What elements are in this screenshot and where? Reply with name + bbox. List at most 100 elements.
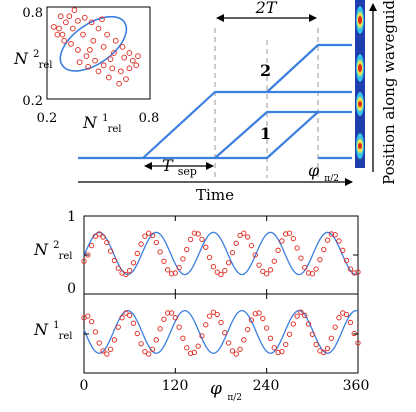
inset-point xyxy=(61,37,68,44)
inset-point xyxy=(105,74,112,81)
bottom-point xyxy=(85,313,91,319)
bottom-point xyxy=(153,337,159,343)
inset-point xyxy=(104,31,110,38)
bottom-point xyxy=(222,330,228,336)
inset-marks xyxy=(51,7,141,87)
top-point xyxy=(275,247,281,253)
label-2T: 2T xyxy=(255,0,278,17)
bottom-point xyxy=(279,349,285,355)
inset-point xyxy=(80,31,86,38)
inset-point xyxy=(71,7,78,13)
bottom-point xyxy=(161,316,167,322)
top-point xyxy=(347,266,354,272)
inset-point xyxy=(59,31,66,38)
bottom-point xyxy=(286,331,293,337)
top-fit-line xyxy=(83,231,359,276)
bottom-point xyxy=(130,320,137,326)
bottom-point xyxy=(100,348,106,354)
bottom-point xyxy=(142,349,148,355)
top-point xyxy=(127,267,133,274)
inset-point xyxy=(54,31,61,38)
inset-point xyxy=(90,37,97,44)
bottom-point xyxy=(195,343,201,349)
bottom-point xyxy=(264,325,270,331)
xtick-240: 240 xyxy=(253,378,280,394)
bottom-point xyxy=(210,309,217,315)
inset-point xyxy=(63,19,69,26)
top-point xyxy=(222,267,228,274)
top-point xyxy=(111,257,118,264)
bottom-point xyxy=(233,351,239,357)
top-point xyxy=(130,260,137,266)
top-ylabel: N 2 rel xyxy=(33,233,72,262)
inset-point xyxy=(57,13,64,20)
bottom-point xyxy=(146,351,152,357)
inset-point xyxy=(119,44,126,50)
top-ytick-0: 0 xyxy=(67,281,76,297)
top-point xyxy=(355,269,361,275)
label-time: Time xyxy=(196,186,234,204)
top-point xyxy=(165,267,171,273)
top-point xyxy=(271,258,277,264)
top-point xyxy=(138,241,144,247)
bottom-point xyxy=(241,337,247,343)
inset-point xyxy=(112,37,119,44)
top-point xyxy=(317,257,323,263)
inset-point xyxy=(100,44,107,50)
top-point xyxy=(324,237,331,243)
top-point xyxy=(214,269,220,275)
top-point xyxy=(241,230,247,236)
bottom-point xyxy=(180,335,186,341)
top-point xyxy=(187,236,194,243)
bottom-point xyxy=(260,315,266,322)
bottom-point xyxy=(115,324,121,330)
bottom-point xyxy=(328,335,335,341)
inset-xtick-left: 0.2 xyxy=(37,111,58,126)
top-point xyxy=(321,246,327,253)
lower-ticks xyxy=(83,215,359,374)
xtick-0: 0 xyxy=(80,378,89,394)
lower-plots: 1 0 N 2 rel N 1 rel 0 120 240 360 φ π/2 xyxy=(33,209,369,403)
inset-point xyxy=(126,65,133,72)
inset-point xyxy=(92,57,98,64)
bottom-point xyxy=(321,349,327,356)
bottom-point xyxy=(172,315,178,321)
top-point xyxy=(294,245,300,251)
top-point xyxy=(203,244,209,250)
bottom-point xyxy=(302,312,308,318)
top-point xyxy=(229,250,236,256)
bottom-point xyxy=(176,324,182,330)
top-point xyxy=(191,230,198,236)
bottom-point xyxy=(283,341,289,348)
bottom-point xyxy=(336,315,342,321)
inset-point xyxy=(121,54,128,61)
schematic: 2T 2 1 T sep φ π/2 Time xyxy=(78,0,398,204)
inset-frame xyxy=(46,6,151,100)
inset-point xyxy=(75,47,81,53)
top-ytick-1: 1 xyxy=(67,209,76,225)
bottom-point xyxy=(271,345,277,351)
inset-point xyxy=(85,63,92,70)
top-point xyxy=(237,232,243,239)
xtick-360: 360 xyxy=(343,378,370,394)
bottom-point xyxy=(248,317,255,323)
bottom-panel-marks xyxy=(81,309,361,357)
bottom-point xyxy=(149,346,156,352)
top-point xyxy=(195,231,201,237)
bottom-point xyxy=(191,349,198,356)
top-point xyxy=(149,232,156,239)
bottom-point xyxy=(332,324,338,330)
bottom-point xyxy=(229,348,236,354)
bottom-point xyxy=(225,340,232,346)
inset-point xyxy=(123,76,129,82)
top-point xyxy=(180,256,186,262)
bottom-point xyxy=(206,313,213,319)
top-point xyxy=(161,258,167,264)
inset-point xyxy=(76,59,83,66)
bottom-point xyxy=(111,337,118,343)
inset-point xyxy=(81,14,88,21)
top-point xyxy=(134,250,140,257)
trajectory-upper xyxy=(78,43,352,160)
inset-point xyxy=(68,40,74,47)
